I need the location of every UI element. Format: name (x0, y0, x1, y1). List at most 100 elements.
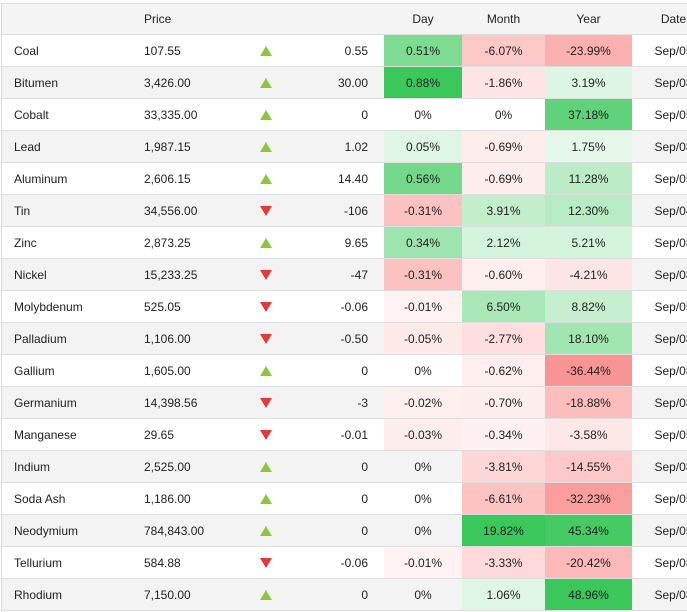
change-cell: 0 (318, 355, 384, 387)
year-change-cell: -14.55% (545, 451, 632, 483)
price-cell: 1,186.00 (144, 483, 252, 515)
trend-cell (252, 163, 318, 195)
change-cell: -0.50 (318, 323, 384, 355)
commodity-name[interactable]: Manganese (2, 419, 145, 451)
commodity-name[interactable]: Aluminum (2, 163, 145, 195)
year-change-cell: 5.21% (545, 227, 632, 259)
date-cell: Sep/08 (632, 547, 687, 579)
header-date[interactable]: Date (632, 4, 687, 35)
price-cell: 107.55 (144, 35, 252, 67)
date-cell: Sep/05 (632, 35, 687, 67)
trend-cell (252, 419, 318, 451)
commodity-name[interactable]: Indium (2, 451, 145, 483)
commodity-name[interactable]: Neodymium (2, 515, 145, 547)
commodity-name[interactable]: Cobalt (2, 99, 145, 131)
day-change-cell: -0.01% (384, 291, 462, 323)
commodity-name[interactable]: Zinc (2, 227, 145, 259)
date-cell: Sep/08 (632, 131, 687, 163)
change-cell: 30.00 (318, 67, 384, 99)
trend-cell (252, 131, 318, 163)
change-cell: -47 (318, 259, 384, 291)
commodity-name[interactable]: Nickel (2, 259, 145, 291)
day-change-cell: 0% (384, 579, 462, 611)
date-cell: Sep/08 (632, 67, 687, 99)
commodity-name[interactable]: Molybdenum (2, 291, 145, 323)
month-change-cell: -0.70% (462, 387, 545, 419)
commodity-name[interactable]: Palladium (2, 323, 145, 355)
year-change-cell: -23.99% (545, 35, 632, 67)
triangle-down-icon (260, 206, 272, 216)
date-cell: Sep/05 (632, 515, 687, 547)
month-change-cell: -0.34% (462, 419, 545, 451)
day-change-cell: 0.88% (384, 67, 462, 99)
commodity-name[interactable]: Gallium (2, 355, 145, 387)
day-change-cell: -0.01% (384, 547, 462, 579)
header-day[interactable]: Day (384, 4, 462, 35)
trend-cell (252, 323, 318, 355)
change-cell: 0 (318, 451, 384, 483)
header-year[interactable]: Year (545, 4, 632, 35)
commodity-name[interactable]: Germanium (2, 387, 145, 419)
day-change-cell: 0.05% (384, 131, 462, 163)
change-cell: -106 (318, 195, 384, 227)
year-change-cell: -32.23% (545, 483, 632, 515)
commodity-name[interactable]: Tellurium (2, 547, 145, 579)
price-cell: 3,426.00 (144, 67, 252, 99)
commodity-name[interactable]: Lead (2, 131, 145, 163)
day-change-cell: 0% (384, 451, 462, 483)
month-change-cell: 0% (462, 99, 545, 131)
year-change-cell: 11.28% (545, 163, 632, 195)
commodity-name[interactable]: Bitumen (2, 67, 145, 99)
price-cell: 1,605.00 (144, 355, 252, 387)
price-cell: 33,335.00 (144, 99, 252, 131)
triangle-up-icon (260, 494, 272, 504)
trend-cell (252, 67, 318, 99)
day-change-cell: 0.51% (384, 35, 462, 67)
header-price[interactable]: Price (144, 4, 252, 35)
triangle-up-icon (260, 366, 272, 376)
change-cell: -0.06 (318, 291, 384, 323)
date-cell: Sep/08 (632, 227, 687, 259)
triangle-up-icon (260, 142, 272, 152)
price-cell: 2,606.15 (144, 163, 252, 195)
month-change-cell: 19.82% (462, 515, 545, 547)
price-cell: 584.88 (144, 547, 252, 579)
month-change-cell: -0.60% (462, 259, 545, 291)
month-change-cell: -0.62% (462, 355, 545, 387)
trend-cell (252, 483, 318, 515)
commodity-name[interactable]: Tin (2, 195, 145, 227)
day-change-cell: -0.05% (384, 323, 462, 355)
day-change-cell: -0.31% (384, 195, 462, 227)
commodity-name[interactable]: Coal (2, 35, 145, 67)
change-cell: 0.55 (318, 35, 384, 67)
commodity-name[interactable]: Rhodium (2, 579, 145, 611)
change-cell: 9.65 (318, 227, 384, 259)
price-cell: 29.65 (144, 419, 252, 451)
header-name (2, 4, 145, 35)
commodity-name[interactable]: Soda Ash (2, 483, 145, 515)
triangle-up-icon (260, 462, 272, 472)
header-month[interactable]: Month (462, 4, 545, 35)
change-cell: 0 (318, 579, 384, 611)
triangle-down-icon (260, 398, 272, 408)
change-cell: -0.01 (318, 419, 384, 451)
change-cell: 1.02 (318, 131, 384, 163)
